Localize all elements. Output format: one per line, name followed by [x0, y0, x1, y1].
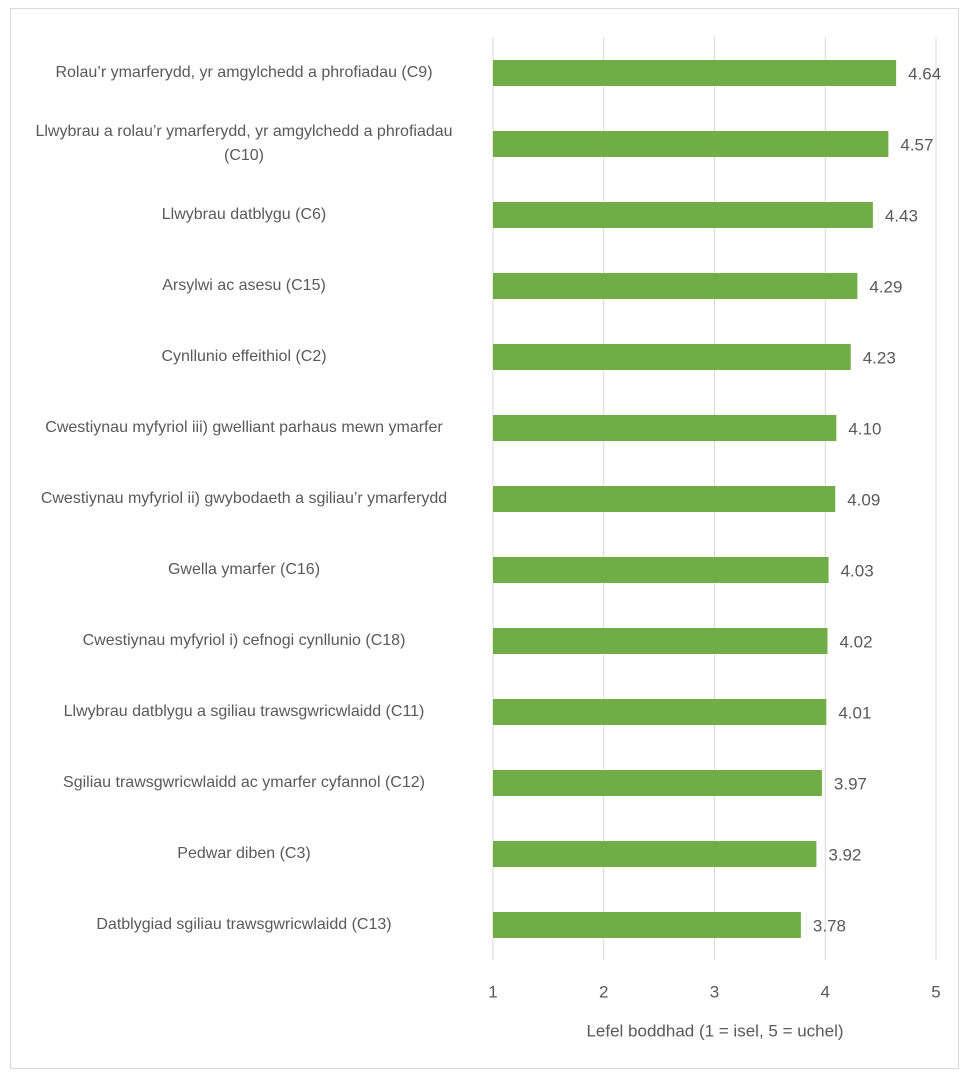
x-tick-label: 4 [821, 982, 830, 1001]
bar [493, 273, 858, 299]
category-label: Rolau’r ymarferydd, yr amgylchedd a phro… [55, 64, 433, 81]
value-label: 4.23 [863, 348, 896, 367]
value-label: 4.57 [900, 135, 933, 154]
bar [493, 770, 822, 796]
value-label: 3.92 [828, 845, 861, 864]
bar [493, 344, 851, 370]
bar [493, 557, 829, 583]
bar [493, 699, 827, 725]
bar [493, 841, 817, 867]
x-tick-label: 1 [488, 982, 497, 1001]
bar [493, 131, 889, 157]
value-label: 3.97 [834, 774, 867, 793]
value-label: 4.02 [839, 632, 872, 651]
value-label: 4.43 [885, 206, 918, 225]
x-tick-label: 5 [931, 982, 940, 1001]
x-tick-label: 2 [599, 982, 608, 1001]
category-label: Cwestiynau myfyriol i) cefnogi cynllunio… [82, 632, 406, 649]
value-label: 4.01 [838, 703, 871, 722]
value-label: 3.78 [813, 916, 846, 935]
category-label: Cwestiynau myfyriol iii) gwelliant parha… [45, 419, 443, 436]
value-label: 4.03 [841, 561, 874, 580]
category-label: Gwella ymarfer (C16) [167, 561, 321, 578]
bar [493, 486, 836, 512]
category-label: Llwybrau datblygu a sgiliau trawsgwricwl… [63, 703, 425, 720]
category-label: Pedwar diben (C3) [177, 845, 311, 862]
category-label: Datblygiad sgiliau trawsgwricwlaidd (C13… [96, 916, 392, 933]
x-tick-label: 3 [710, 982, 719, 1001]
bar [493, 202, 873, 228]
x-axis-title: Lefel boddhad (1 = isel, 5 = uchel) [586, 1021, 843, 1040]
category-label: Cwestiynau myfyriol ii) gwybodaeth a sgi… [40, 490, 448, 507]
category-label: Llwybrau datblygu (C6) [161, 206, 327, 223]
bar [493, 912, 801, 938]
category-label: Cynllunio effeithiol (C2) [161, 348, 327, 365]
bar [493, 60, 897, 86]
value-label: 4.29 [869, 277, 902, 296]
value-label: 4.09 [847, 490, 880, 509]
category-label: Sgiliau trawsgwricwlaidd ac ymarfer cyfa… [63, 774, 425, 791]
value-label: 4.64 [908, 64, 941, 83]
bar [493, 415, 837, 441]
category-label: Arsylwi ac asesu (C15) [162, 277, 326, 294]
value-label: 4.10 [848, 419, 881, 438]
chart-frame [10, 8, 959, 1069]
category-label: Llwybrau a rolau’r ymarferydd, yr amgylc… [35, 123, 453, 164]
bar [493, 628, 828, 654]
